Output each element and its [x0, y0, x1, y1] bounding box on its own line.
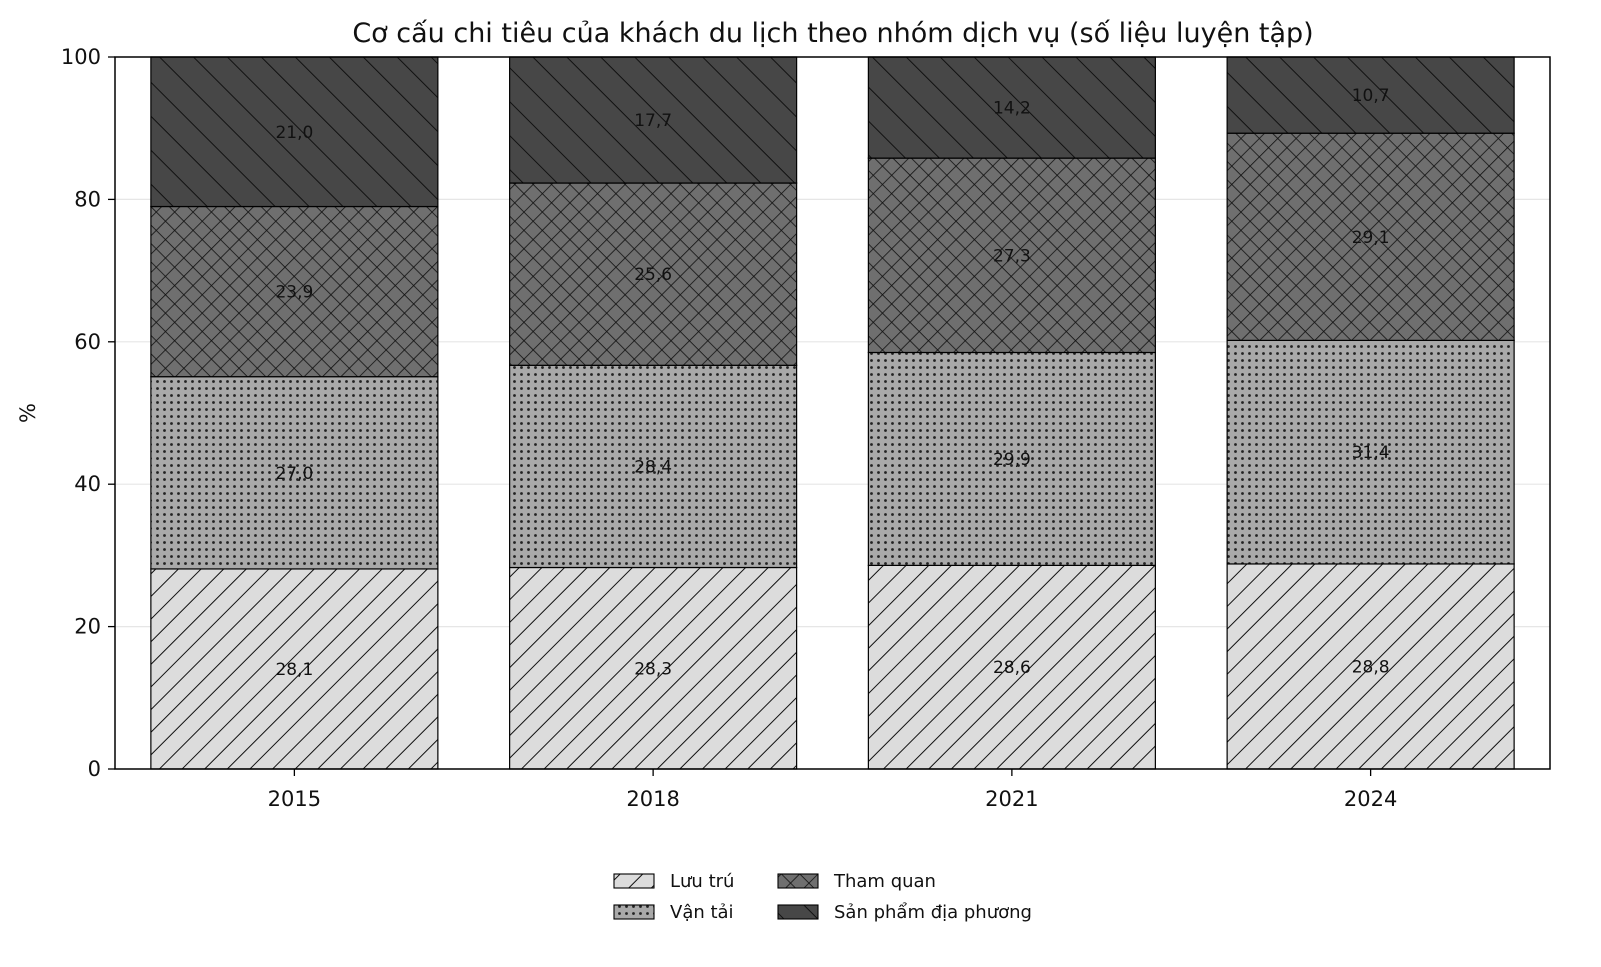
- plot-area-frame: [114, 56, 1551, 770]
- bar-value-label: 29,9: [993, 450, 1031, 470]
- bar-value-label: 17,7: [634, 111, 672, 131]
- y-axis-label: %: [16, 403, 40, 423]
- legend-swatch: [777, 904, 819, 920]
- bar-segment: [150, 205, 439, 378]
- y-tick-label: 80: [74, 187, 101, 211]
- bars: [150, 56, 1515, 770]
- y-tick-label: 0: [88, 757, 101, 781]
- bar-value-label: 23,9: [275, 283, 313, 303]
- bar-segment: [509, 566, 798, 770]
- x-tick-label: 2018: [626, 787, 679, 811]
- bar-segment: [867, 564, 1156, 770]
- bar-segment: [1226, 339, 1515, 565]
- legend-swatch: [777, 873, 819, 889]
- x-axis-ticks: 2015 2018 2021 2024: [268, 769, 1397, 811]
- bar-value-label: 28,8: [1352, 657, 1390, 677]
- bar-value-label: 21,0: [275, 123, 313, 143]
- bar-segment: [150, 376, 439, 570]
- bar-value-label: 27,0: [275, 464, 313, 484]
- y-tick-label: 20: [74, 615, 101, 639]
- legend: Lưu trú Vận tải Tham quan Sản phẩm địa phươ…: [613, 871, 1032, 923]
- legend-label: Lưu trú: [670, 871, 734, 892]
- x-tick-label: 2015: [268, 787, 321, 811]
- bar-value-label: 10,7: [1352, 86, 1390, 106]
- legend-label: Tham quan: [833, 871, 936, 892]
- bar-segment: [1226, 132, 1515, 341]
- bar-segment: [509, 364, 798, 569]
- bar-segment: [1226, 56, 1515, 134]
- legend-label: Sản phẩm địa phương: [834, 902, 1032, 923]
- y-tick-label: 100: [61, 45, 101, 69]
- chart-title: Cơ cấu chi tiêu của khách du lịch theo n…: [352, 18, 1313, 49]
- legend-swatch: [613, 873, 655, 889]
- bar-value-label: 28,4: [634, 457, 672, 477]
- y-tick-label: 60: [74, 330, 101, 354]
- bar-segment: [150, 56, 439, 208]
- legend-swatch: [613, 904, 655, 920]
- bar-value-label: 31,4: [1352, 443, 1390, 463]
- bar-value-label: 28,6: [993, 658, 1031, 678]
- y-axis-ticks: 0 20 40 60 80 100: [61, 45, 115, 781]
- x-tick-label: 2021: [985, 787, 1038, 811]
- bar-value-label: 27,3: [993, 246, 1031, 266]
- bar-value-label: 25,6: [634, 265, 672, 285]
- bar-segment: [509, 56, 798, 184]
- bar-value-label: 14,2: [993, 99, 1031, 119]
- bar-value-label: 28,3: [634, 659, 672, 679]
- legend-label: Vận tải: [670, 902, 734, 923]
- bar-value-label: 28,1: [275, 660, 313, 680]
- bar-segment: [509, 182, 798, 366]
- x-tick-label: 2024: [1344, 787, 1397, 811]
- bar-value-labels: 28,1 27,0 23,9 21,0 28,3 28,4 25,6 17,7 28,6 29,9…: [275, 86, 1389, 680]
- bar-segment: [867, 56, 1156, 159]
- bar-segment: [150, 568, 439, 770]
- bar-segment: [867, 157, 1156, 354]
- y-tick-label: 40: [74, 472, 101, 496]
- bar-value-label: 29,1: [1352, 228, 1390, 248]
